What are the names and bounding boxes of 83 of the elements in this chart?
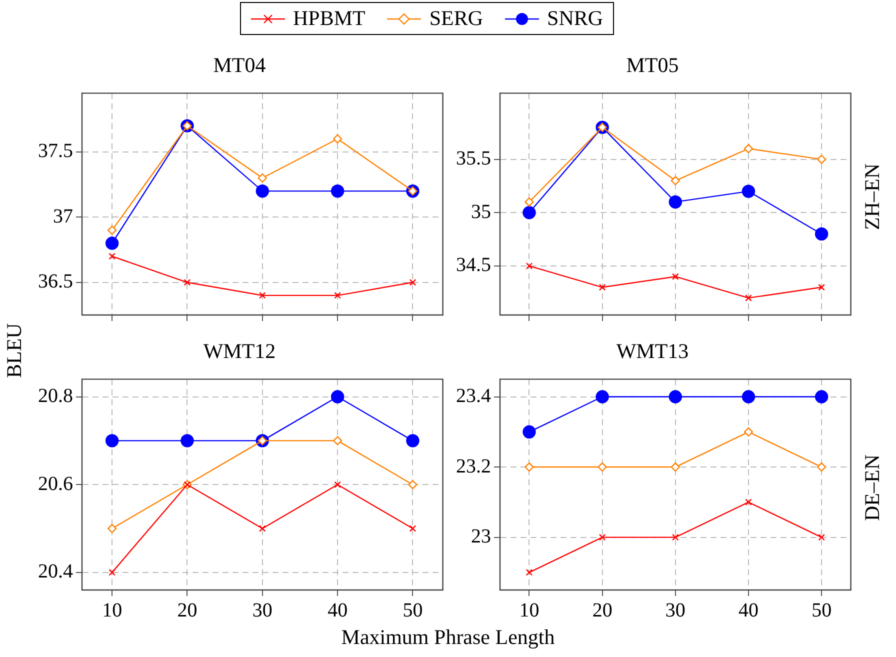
point: [524, 462, 534, 472]
point: [107, 226, 117, 235]
point: [524, 197, 534, 207]
point: [332, 436, 342, 446]
point: [258, 525, 266, 532]
point: [105, 434, 119, 448]
point: [258, 173, 267, 183]
point: [184, 278, 191, 286]
point: [258, 292, 266, 299]
point: [814, 390, 828, 404]
x-tick-label: 40: [328, 599, 348, 622]
point: [818, 534, 825, 541]
point: [745, 294, 752, 302]
point: [409, 525, 416, 532]
point: [330, 184, 344, 198]
y-tick-label: 35.5: [456, 148, 491, 170]
y-tick-label: 37.5: [38, 140, 73, 162]
point: [522, 425, 536, 438]
x-tick-label: 30: [252, 599, 272, 622]
point: [744, 427, 754, 436]
point: [408, 480, 418, 490]
point: [107, 524, 117, 534]
point: [744, 144, 754, 154]
point: [108, 252, 116, 260]
point: [670, 462, 680, 472]
legend-label: HPBMT: [293, 6, 366, 31]
point: [522, 206, 536, 220]
y-axis-title: BLEU: [2, 323, 27, 378]
y2-axis-title: DE–EN: [860, 454, 885, 521]
point: [526, 569, 533, 576]
x-tick-label: 40: [738, 599, 758, 622]
y-tick-label: 34.5: [456, 254, 491, 276]
point: [334, 292, 341, 299]
point: [180, 434, 194, 448]
point: [816, 154, 826, 164]
point: [742, 184, 756, 198]
point: [596, 390, 609, 404]
y2-axis-title: ZH–EN: [860, 164, 885, 230]
x-tick-label: 20: [592, 599, 612, 622]
point: [409, 278, 416, 286]
y-tick-label: 23: [471, 526, 491, 548]
y-tick-label: 35: [471, 200, 491, 223]
x-tick-label: 30: [665, 599, 686, 622]
chart-title: MT05: [626, 53, 679, 78]
point: [814, 227, 828, 241]
point: [742, 390, 756, 404]
chart-title: WMT12: [203, 339, 276, 364]
point: [668, 195, 682, 209]
point: [598, 462, 607, 472]
point: [816, 462, 826, 472]
point: [745, 498, 752, 506]
legend-label: SERG: [429, 6, 484, 31]
point: [330, 390, 344, 404]
point: [406, 434, 420, 448]
x-tick-label: 50: [812, 599, 832, 622]
x-tick-label: 10: [519, 599, 540, 622]
y-tick-label: 23.2: [456, 455, 491, 478]
y-tick-label: 23.4: [456, 385, 491, 408]
point: [256, 184, 269, 198]
point: [332, 134, 342, 144]
point: [818, 284, 825, 291]
chart-title: MT04: [213, 53, 266, 78]
y-tick-label: 20.8: [38, 385, 73, 408]
legend-label: SNRG: [547, 6, 604, 31]
x-tick-label: 50: [402, 599, 423, 622]
point: [108, 569, 116, 576]
y-tick-label: 20.4: [38, 560, 73, 583]
point: [598, 284, 606, 291]
point: [672, 534, 679, 541]
x-axis-title: Maximum Phrase Length: [340, 625, 556, 650]
point: [526, 262, 533, 270]
y-tick-label: 37: [53, 205, 73, 228]
chart-title: WMT13: [616, 339, 689, 364]
point: [334, 481, 341, 488]
point: [105, 236, 119, 250]
y-tick-label: 36.5: [38, 270, 73, 293]
x-tick-label: 10: [102, 599, 122, 622]
point: [672, 273, 679, 280]
y-tick-label: 20.6: [38, 472, 73, 495]
x-tick-label: 20: [177, 599, 198, 622]
point: [670, 176, 680, 186]
point: [668, 390, 682, 404]
point: [598, 534, 606, 541]
